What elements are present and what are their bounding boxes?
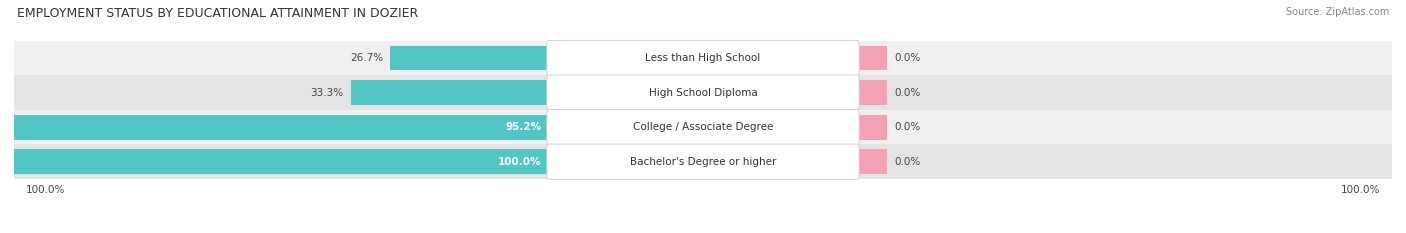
FancyBboxPatch shape [547,40,859,76]
Bar [0,115,548,140]
Bar [14,75,1392,110]
Text: 100.0%: 100.0% [25,185,65,195]
Bar [858,115,887,140]
FancyBboxPatch shape [547,144,859,179]
Text: 0.0%: 0.0% [894,157,921,167]
Text: 100.0%: 100.0% [1341,185,1381,195]
Text: College / Associate Degree: College / Associate Degree [633,122,773,132]
Text: 33.3%: 33.3% [311,88,343,98]
Bar [858,149,887,174]
Text: 100.0%: 100.0% [498,157,541,167]
FancyBboxPatch shape [547,75,859,110]
Text: 0.0%: 0.0% [894,53,921,63]
Bar [14,110,1392,144]
Bar [858,80,887,105]
Text: High School Diploma: High School Diploma [648,88,758,98]
Bar [0,149,548,174]
Text: Bachelor's Degree or higher: Bachelor's Degree or higher [630,157,776,167]
Bar [389,46,548,70]
Text: Less than High School: Less than High School [645,53,761,63]
Text: EMPLOYMENT STATUS BY EDUCATIONAL ATTAINMENT IN DOZIER: EMPLOYMENT STATUS BY EDUCATIONAL ATTAINM… [17,7,418,20]
Bar [14,144,1392,179]
Bar [352,80,548,105]
Text: Source: ZipAtlas.com: Source: ZipAtlas.com [1285,7,1389,17]
FancyBboxPatch shape [547,110,859,145]
Bar [14,41,1392,75]
Text: 0.0%: 0.0% [894,122,921,132]
Text: 26.7%: 26.7% [350,53,382,63]
Bar [858,46,887,70]
Text: 0.0%: 0.0% [894,88,921,98]
Text: 95.2%: 95.2% [505,122,541,132]
